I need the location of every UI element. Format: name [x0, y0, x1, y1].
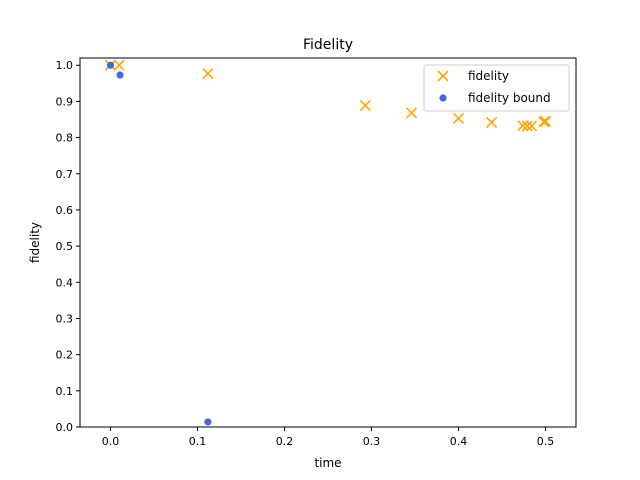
y-tick-label: 0.6 — [56, 204, 74, 217]
y-tick-label: 0.8 — [56, 132, 74, 145]
x-axis-label: time — [314, 456, 341, 470]
y-tick-label: 1.0 — [56, 59, 74, 72]
y-tick-label: 0.1 — [56, 385, 74, 398]
x-tick-label: 0.5 — [537, 435, 555, 448]
fidelity-point — [521, 120, 533, 132]
y-tick-label: 0.7 — [56, 168, 74, 181]
x-tick-label: 0.3 — [363, 435, 381, 448]
fidelity-point — [359, 99, 371, 111]
fidelity-point — [486, 116, 498, 128]
y-tick-label: 0.2 — [56, 349, 74, 362]
fidelity-point — [405, 107, 418, 119]
fidelity-point — [202, 67, 214, 80]
x-tick-label: 0.4 — [450, 435, 468, 448]
fidelity-point — [526, 120, 538, 132]
y-tick-label: 0.4 — [56, 276, 74, 289]
fidelity-bound-point — [204, 418, 212, 426]
chart-title: Fidelity — [303, 37, 353, 53]
fidelity-point — [539, 115, 552, 127]
legend-marker-fidelity — [437, 70, 449, 82]
x-tick-label: 0.1 — [189, 435, 207, 448]
y-axis-label: fidelity — [28, 222, 42, 263]
fidelity-bound-point — [116, 71, 124, 79]
legend-box — [423, 64, 570, 112]
y-tick-label: 0.5 — [56, 240, 74, 253]
legend-label-fidelity-bound: fidelity bound — [468, 91, 551, 105]
y-tick-label: 0.3 — [56, 312, 74, 325]
fidelity-point — [517, 120, 529, 132]
plot-frame — [79, 57, 577, 428]
legend-label-fidelity: fidelity — [468, 69, 509, 83]
y-tick-label: 0.9 — [56, 95, 74, 108]
fidelity-point — [113, 59, 125, 71]
x-tick-label: 0.0 — [102, 435, 120, 448]
fidelity-bound-point — [106, 61, 115, 69]
y-tick-label: 0.0 — [56, 421, 74, 434]
fidelity-point — [452, 112, 465, 124]
legend-marker-fidelity-bound — [439, 94, 447, 102]
legend: fidelity fidelity bound — [423, 64, 570, 112]
fidelity-point — [538, 116, 550, 128]
x-tick-label: 0.2 — [276, 435, 294, 448]
